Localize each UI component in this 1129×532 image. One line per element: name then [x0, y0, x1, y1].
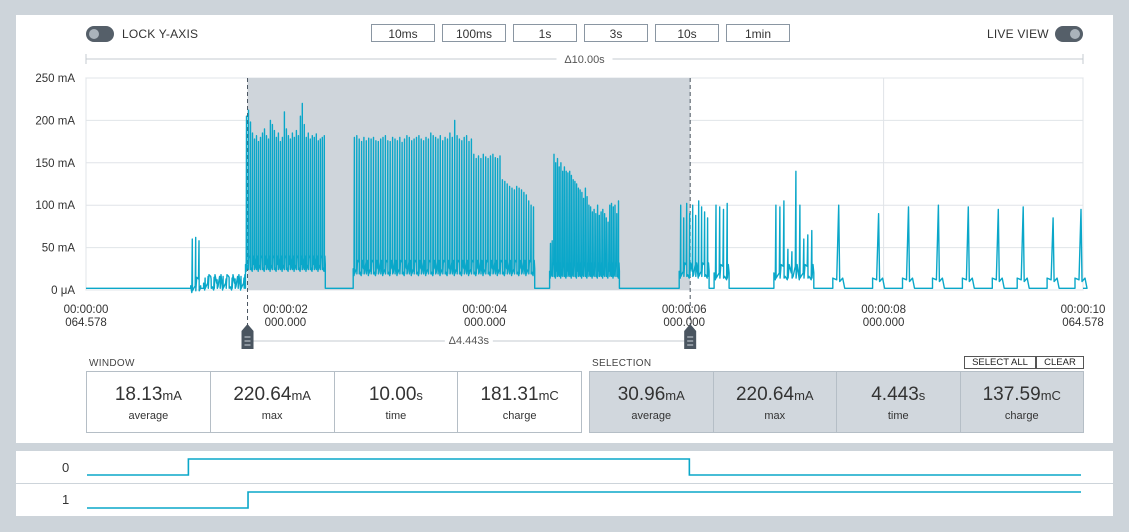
- x-tick-sublabel: 064.578: [1062, 317, 1104, 329]
- window-charge-label: charge: [502, 410, 537, 422]
- window-charge-unit: mC: [538, 388, 559, 403]
- y-tick-label: 250 mA: [35, 73, 75, 85]
- selection-average-label: average: [631, 410, 672, 422]
- window-average-label: average: [128, 410, 169, 422]
- x-tick-sublabel: 000.000: [464, 317, 506, 329]
- selection-end-handle[interactable]: [684, 324, 697, 349]
- window-time-unit: s: [416, 388, 423, 403]
- current-series: [86, 102, 1088, 294]
- current-chart[interactable]: Δ10.00s 0 μA 50 mA 100 mA 150 mA 200 mA 250 m…: [0, 0, 1129, 360]
- selection-charge-value: 137.59: [982, 384, 1041, 405]
- lock-y-axis-label: LOCK Y-AXIS: [122, 27, 199, 41]
- digital-channel-0-label: 0: [62, 460, 70, 475]
- x-tick-sublabel: 000.000: [265, 317, 307, 329]
- window-max-cell: 220.64mA max: [211, 372, 335, 432]
- window-time-value: 10.00: [368, 384, 417, 405]
- window-10s-button[interactable]: 10s: [655, 24, 719, 42]
- window-max-unit: mA: [291, 388, 311, 403]
- y-tick-label: 0 μA: [51, 285, 75, 297]
- digital-channel-1-label: 1: [62, 492, 70, 507]
- y-tick-label: 100 mA: [35, 200, 75, 212]
- window-average-unit: mA: [162, 388, 182, 403]
- window-time-label: time: [385, 410, 407, 422]
- x-tick-label: 00:00:02: [263, 304, 308, 316]
- window-1min-button[interactable]: 1min: [726, 24, 790, 42]
- selection-average-cell: 30.96mA average: [590, 372, 714, 432]
- y-tick-label: 150 mA: [35, 158, 75, 170]
- selection-average-value: 30.96: [617, 384, 666, 405]
- window-stats-label: WINDOW: [89, 358, 135, 369]
- y-axis-ticks: 0 μA 50 mA 100 mA 150 mA 200 mA 250 mA: [35, 73, 75, 297]
- digital-channel-0-trace: [87, 458, 1081, 476]
- selection-charge-cell: 137.59mC charge: [961, 372, 1084, 432]
- selection-stats-label: SELECTION: [592, 358, 652, 369]
- window-stats: 18.13mA average 220.64mA max 10.00s time…: [86, 371, 582, 433]
- clear-selection-button[interactable]: CLEAR: [1036, 356, 1084, 369]
- selection-time-label: time: [887, 410, 909, 422]
- window-3s-button[interactable]: 3s: [584, 24, 648, 42]
- select-all-button[interactable]: SELECT ALL: [964, 356, 1036, 369]
- window-charge-cell: 181.31mC charge: [458, 372, 581, 432]
- selection-max-value: 220.64: [735, 384, 795, 405]
- selection-max-unit: mA: [794, 388, 814, 403]
- digital-divider: [16, 483, 1113, 484]
- window-span-indicator: Δ10.00s: [85, 52, 1084, 66]
- digital-channels-panel: 0 1: [16, 451, 1113, 516]
- window-max-value: 220.64: [233, 384, 292, 405]
- selection-handles[interactable]: Δ4.443s: [241, 324, 697, 349]
- selection-span-label: Δ4.443s: [449, 335, 490, 347]
- x-tick-label: 00:00:08: [861, 304, 906, 316]
- lock-y-axis-toggle[interactable]: [86, 26, 114, 42]
- selection-start-handle[interactable]: [241, 324, 254, 349]
- x-tick-sublabel: 064.578: [65, 317, 107, 329]
- window-100ms-button[interactable]: 100ms: [442, 24, 506, 42]
- x-tick-label: 00:00:00: [64, 304, 109, 316]
- selection-stats: 30.96mA average 220.64mA max 4.443s time…: [589, 371, 1084, 433]
- window-average-value: 18.13: [114, 384, 163, 405]
- x-tick-sublabel: 000.000: [663, 317, 705, 329]
- y-tick-label: 200 mA: [35, 115, 75, 127]
- selection-span-label-bg: [444, 334, 493, 348]
- window-span-label: Δ10.00s: [564, 54, 605, 66]
- live-view-label: LIVE VIEW: [987, 27, 1049, 41]
- live-view-toggle[interactable]: [1055, 26, 1083, 42]
- selection-charge-unit: mC: [1040, 388, 1061, 403]
- selection-time-cell: 4.443s time: [837, 372, 961, 432]
- current-trace-line: [86, 102, 1088, 294]
- window-span-label-bg: [556, 52, 613, 66]
- selection-max-label: max: [764, 410, 786, 422]
- x-tick-label: 00:00:04: [462, 304, 507, 316]
- selection-max-cell: 220.64mA max: [714, 372, 837, 432]
- selection-charge-label: charge: [1004, 410, 1039, 422]
- selection-average-unit: mA: [665, 388, 685, 403]
- window-max-label: max: [261, 410, 283, 422]
- window-1s-button[interactable]: 1s: [513, 24, 577, 42]
- x-tick-label: 00:00:06: [662, 304, 707, 316]
- window-charge-value: 181.31: [480, 384, 539, 405]
- window-10ms-button[interactable]: 10ms: [371, 24, 435, 42]
- x-tick-sublabel: 000.000: [863, 317, 905, 329]
- window-time-cell: 10.00s time: [335, 372, 459, 432]
- y-tick-label: 50 mA: [42, 243, 76, 255]
- window-average-cell: 18.13mA average: [87, 372, 211, 432]
- selection-time-value: 4.443: [871, 384, 919, 405]
- x-axis-ticks: 00:00:00064.57800:00:02000.00000:00:0400…: [64, 304, 1106, 329]
- digital-traces: [87, 458, 1081, 509]
- x-tick-label: 00:00:10: [1061, 304, 1106, 316]
- selection-time-unit: s: [918, 388, 926, 403]
- digital-channel-1-trace: [87, 491, 1081, 509]
